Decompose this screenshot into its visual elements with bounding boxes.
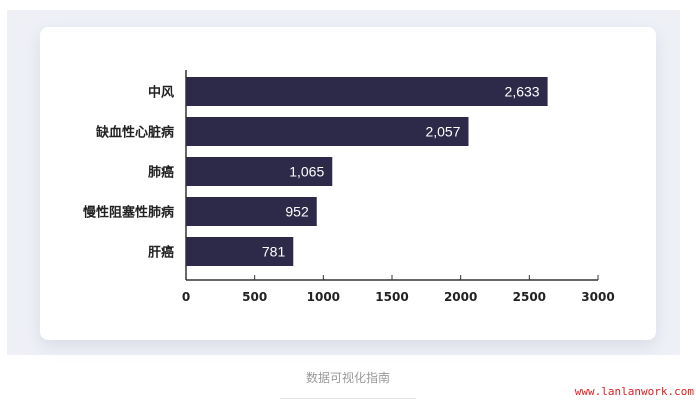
category-label: 肺癌: [148, 165, 174, 181]
category-label: 肝癌: [148, 245, 174, 261]
category-label: 中风: [148, 85, 174, 101]
x-tick-label: 3000: [581, 290, 614, 304]
bar: [186, 237, 294, 266]
bar: [186, 117, 469, 146]
category-label: 缺血性心脏病: [95, 125, 174, 141]
data-label: 1,065: [289, 164, 324, 180]
bar: [186, 157, 333, 186]
data-label: 781: [262, 244, 286, 260]
x-tick-label: 2500: [513, 290, 546, 304]
x-tick-label: 2000: [444, 290, 477, 304]
data-label: 952: [285, 204, 309, 220]
x-tick-label: 1500: [375, 290, 408, 304]
caption: 数据可视化指南: [305, 371, 390, 385]
watermark: www.lanlanwork.com: [574, 385, 694, 398]
data-label: 2,633: [505, 84, 540, 100]
x-tick-label: 500: [242, 290, 267, 304]
x-tick-label: 0: [182, 290, 190, 304]
data-label: 2,057: [425, 124, 460, 140]
category-label: 慢性阻塞性肺病: [83, 205, 174, 221]
x-tick-label: 1000: [307, 290, 340, 304]
bar: [186, 77, 548, 106]
caption-divider: [280, 398, 416, 399]
bar: [186, 197, 317, 226]
